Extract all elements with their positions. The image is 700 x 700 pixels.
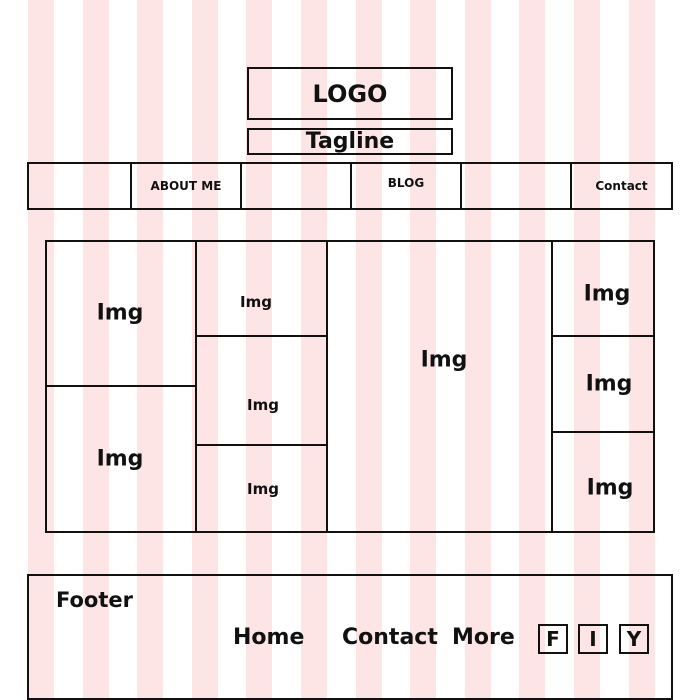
gallery-image-5[interactable]: Img [247, 480, 279, 498]
gallery-image-6[interactable]: Img [420, 347, 468, 373]
facebook-icon[interactable]: F [538, 624, 568, 654]
nav-divider [240, 164, 242, 208]
gallery-divider [195, 240, 197, 533]
gallery-divider [551, 240, 553, 533]
nav-item-1[interactable] [29, 164, 130, 208]
nav-item-blog[interactable]: BLOG [352, 164, 460, 208]
instagram-icon[interactable]: I [578, 624, 608, 654]
facebook-icon-label: F [546, 627, 560, 651]
gallery-image-3[interactable]: Img [240, 293, 272, 311]
gallery-divider [326, 240, 328, 533]
grid-column [301, 0, 327, 700]
grid-column [82, 0, 109, 700]
gallery-image-8[interactable]: Img [585, 371, 633, 397]
grid-column [574, 0, 600, 700]
gallery-image-2[interactable]: Img [96, 446, 144, 472]
nav-item-about-me[interactable]: ABOUT ME [132, 164, 240, 208]
footer-title: Footer [56, 588, 133, 612]
footer-link-contact[interactable]: Contact [342, 625, 438, 650]
nav-item-3[interactable] [242, 164, 350, 208]
nav-divider [570, 164, 572, 208]
nav-bar: ABOUT ME BLOG Contact [27, 162, 673, 210]
gallery-image-1[interactable]: Img [96, 300, 144, 326]
nav-item-5[interactable] [462, 164, 570, 208]
gallery-image-7[interactable]: Img [583, 281, 631, 307]
nav-divider [130, 164, 132, 208]
grid-column [628, 0, 655, 700]
nav-divider [460, 164, 462, 208]
instagram-icon-label: I [589, 627, 597, 651]
gallery-image-9[interactable]: Img [586, 475, 634, 501]
tagline-text: Tagline [305, 129, 395, 154]
gallery-divider [196, 444, 327, 446]
gallery-divider [552, 335, 655, 337]
grid-column [519, 0, 546, 700]
gallery-divider [552, 431, 655, 433]
footer-link-home[interactable]: Home [233, 625, 305, 650]
grid-column [246, 0, 273, 700]
grid-column [137, 0, 164, 700]
grid-column [355, 0, 382, 700]
nav-item-blog-label: BLOG [387, 176, 425, 190]
tagline-box: Tagline [247, 128, 453, 155]
nav-item-about-me-label: ABOUT ME [150, 179, 222, 193]
nav-item-contact[interactable]: Contact [572, 164, 671, 208]
footer [27, 574, 673, 700]
grid-column [410, 0, 437, 700]
logo-box[interactable]: LOGO [247, 67, 453, 120]
nav-divider [350, 164, 352, 208]
grid-column [28, 0, 54, 700]
youtube-icon-label: Y [626, 627, 642, 651]
grid-column [464, 0, 491, 700]
gallery-image-4[interactable]: Img [247, 396, 279, 414]
footer-link-more[interactable]: More [452, 625, 515, 650]
gallery-divider [45, 385, 196, 387]
youtube-icon[interactable]: Y [619, 624, 649, 654]
gallery-divider [196, 335, 327, 337]
logo-text: LOGO [312, 79, 388, 108]
nav-item-contact-label: Contact [595, 179, 648, 193]
